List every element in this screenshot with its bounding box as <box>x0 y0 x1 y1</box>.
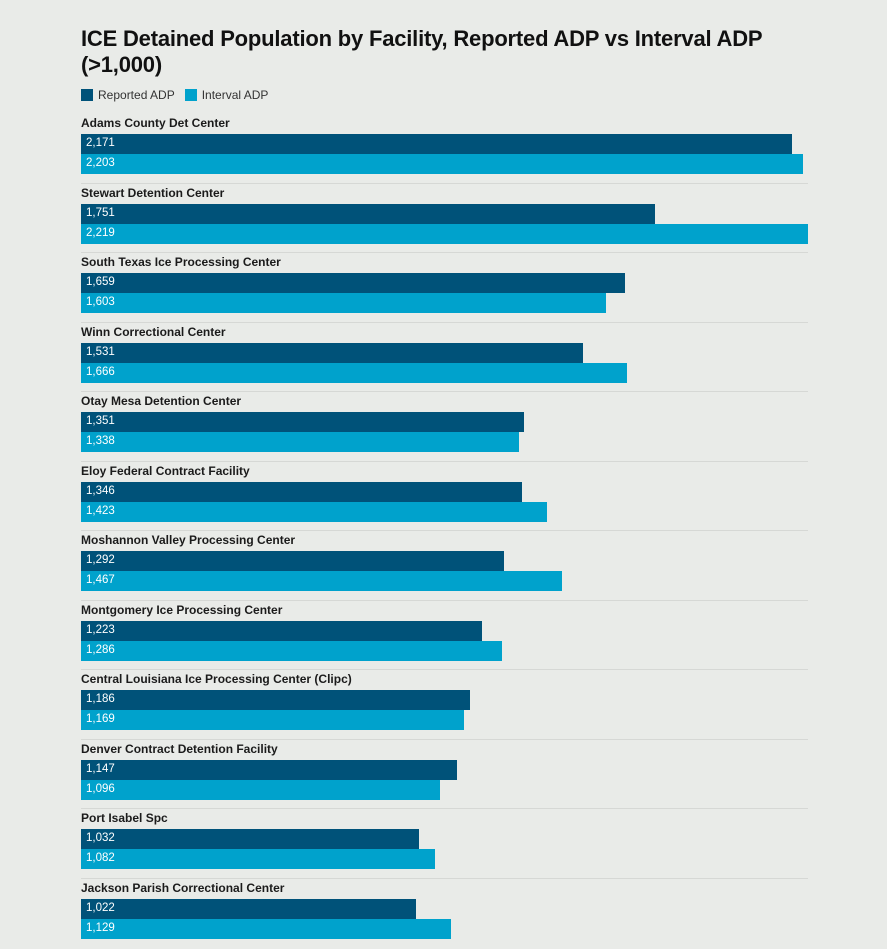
data-label: 1,032 <box>86 832 115 844</box>
bar-interval: 2,219 <box>81 223 808 244</box>
data-label: 1,292 <box>86 554 115 566</box>
bar-interval: 1,129 <box>81 918 451 939</box>
bar-reported: 1,032 <box>81 829 420 849</box>
data-label: 1,096 <box>86 782 115 795</box>
data-label: 1,169 <box>86 713 115 725</box>
bar-reported: 1,531 <box>81 342 583 363</box>
bar-group: Moshannon Valley Processing Center 1,292 1… <box>81 531 808 601</box>
data-label: 1,659 <box>86 276 115 288</box>
category-label: Adams County Det Center <box>81 116 230 130</box>
data-label: 1,022 <box>86 901 115 914</box>
bar-interval: 1,169 <box>81 710 464 730</box>
category-label: South Texas Ice Processing Center <box>81 255 281 269</box>
bar-interval: 1,603 <box>81 293 607 313</box>
data-label: 1,147 <box>86 762 115 775</box>
bar-reported: 1,223 <box>81 620 482 641</box>
category-label: Montgomery Ice Processing Center <box>81 602 283 617</box>
data-label: 1,351 <box>86 415 115 427</box>
chart-title: ICE Detained Population by Facility, Rep… <box>81 26 762 77</box>
bar-group: Jackson Parish Correctional Center 1,022 1… <box>81 879 808 949</box>
legend-label-interval: Interval ADP <box>201 88 269 102</box>
bar-group: Montgomery Ice Processing Center 1,223 1,2… <box>81 601 808 670</box>
category-label: Otay Mesa Detention Center <box>81 394 242 408</box>
bar-interval: 1,423 <box>81 501 548 522</box>
data-label: 1,603 <box>86 296 115 308</box>
legend-item-interval: Interval ADP <box>184 88 269 102</box>
data-label: 1,346 <box>86 484 115 497</box>
bar-reported: 1,351 <box>81 412 524 432</box>
bar-interval: 1,096 <box>81 779 441 800</box>
data-label: 1,286 <box>86 643 115 656</box>
bar-interval: 1,666 <box>81 362 627 383</box>
bar-interval: 1,467 <box>81 571 562 591</box>
data-label: 1,531 <box>86 345 115 358</box>
bar-group: Winn Correctional Center 1,531 1,666 <box>81 323 808 392</box>
data-label: 1,082 <box>86 852 115 864</box>
bar-reported: 1,346 <box>81 481 522 502</box>
bar-reported: 1,186 <box>81 690 470 710</box>
bar-interval: 1,286 <box>81 640 503 661</box>
data-label: 1,666 <box>86 365 115 378</box>
category-label: Jackson Parish Correctional Center <box>81 880 285 895</box>
category-label: Denver Contract Detention Facility <box>81 741 278 756</box>
data-label: 1,751 <box>86 206 115 219</box>
data-label: 2,219 <box>86 226 115 239</box>
category-label: Moshannon Valley Processing Center <box>81 533 296 547</box>
data-label: 1,186 <box>86 693 115 705</box>
bar-groups: Adams County Det Center 2,171 2,203 Stewart… <box>81 114 808 948</box>
data-label: 1,223 <box>86 623 115 636</box>
legend: Reported ADP Interval ADP <box>81 88 278 102</box>
bar-group: Otay Mesa Detention Center 1,351 1,338 <box>81 392 808 462</box>
bar-group: Denver Contract Detention Facility 1,147 1… <box>81 740 808 809</box>
data-label: 1,467 <box>86 574 115 586</box>
bar-reported: 1,751 <box>81 203 655 224</box>
bar-reported: 1,292 <box>81 551 505 571</box>
data-label: 1,129 <box>86 921 115 934</box>
legend-item-reported: Reported ADP <box>81 88 175 102</box>
legend-swatch-reported <box>81 89 93 101</box>
bar-group: South Texas Ice Processing Center 1,659 1,… <box>81 253 808 323</box>
legend-label-reported: Reported ADP <box>98 88 175 102</box>
bar-interval: 1,082 <box>81 849 436 869</box>
legend-swatch-interval <box>184 89 197 101</box>
bar-reported: 1,659 <box>81 273 625 293</box>
bar-group: Eloy Federal Contract Facility 1,346 1,423 <box>81 462 808 531</box>
bar-reported: 2,171 <box>81 134 793 154</box>
data-label: 2,203 <box>86 157 115 169</box>
bar-group: Stewart Detention Center 1,751 2,219 <box>81 184 808 253</box>
bar-group: Central Louisiana Ice Processing Center … <box>81 670 808 740</box>
bar-group: Port Isabel Spc 1,032 1,082 <box>81 809 808 879</box>
bar-group: Adams County Det Center 2,171 2,203 <box>81 114 808 184</box>
category-label: Port Isabel Spc <box>81 811 168 825</box>
bar-interval: 2,203 <box>81 154 803 174</box>
bar-reported: 1,147 <box>81 759 457 780</box>
category-label: Central Louisiana Ice Processing Center … <box>81 672 352 686</box>
data-label: 1,338 <box>86 435 115 447</box>
data-label: 2,171 <box>86 137 115 149</box>
data-label: 1,423 <box>86 504 115 517</box>
category-label: Eloy Federal Contract Facility <box>81 463 250 478</box>
bar-interval: 1,338 <box>81 432 520 452</box>
category-label: Winn Correctional Center <box>81 324 226 339</box>
category-label: Stewart Detention Center <box>81 185 225 200</box>
bar-reported: 1,022 <box>81 898 416 919</box>
